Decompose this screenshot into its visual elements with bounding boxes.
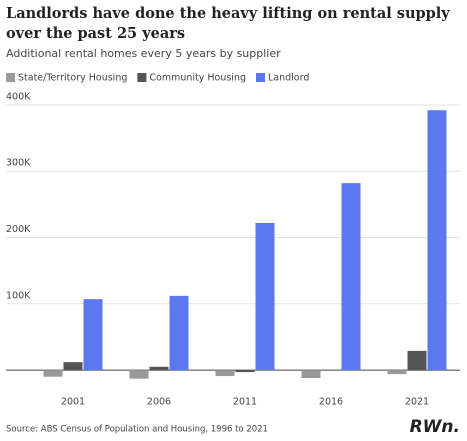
bar (149, 366, 169, 371)
bar (341, 183, 361, 371)
bar (215, 370, 235, 377)
legend-swatch (137, 73, 147, 82)
x-tick-label: 2001 (61, 397, 85, 408)
bar (83, 299, 103, 371)
y-tick-label: 300K (6, 158, 31, 169)
logo: RWn. (410, 417, 460, 437)
bar (407, 350, 427, 371)
bar (129, 370, 149, 379)
x-tick-label: 2016 (319, 397, 343, 408)
bar (255, 222, 275, 371)
source: Source: ABS Census of Population and Hou… (6, 425, 268, 435)
x-tick-label: 2006 (147, 397, 171, 408)
chart-title: Landlords have done the heavy lifting on… (6, 5, 450, 42)
y-tick-label: 200K (6, 224, 31, 235)
bar (387, 370, 407, 375)
legend-label: State/Territory Housing (18, 73, 127, 84)
y-tick-label: 100K (6, 290, 31, 301)
chart-subtitle: Additional rental homes every 5 years by… (6, 47, 281, 60)
bar (43, 370, 63, 377)
legend-label: Community Housing (149, 73, 246, 84)
x-tick-label: 2021 (405, 397, 429, 408)
legend-swatch (6, 73, 15, 82)
legend-swatch (256, 73, 265, 82)
bar (169, 295, 189, 371)
bar (427, 110, 447, 371)
bar (63, 362, 83, 371)
bar (301, 370, 321, 379)
bar (235, 370, 255, 373)
legend-label: Landlord (268, 73, 309, 84)
y-tick-label: 400K (6, 91, 31, 102)
x-tick-label: 2011 (233, 397, 257, 408)
